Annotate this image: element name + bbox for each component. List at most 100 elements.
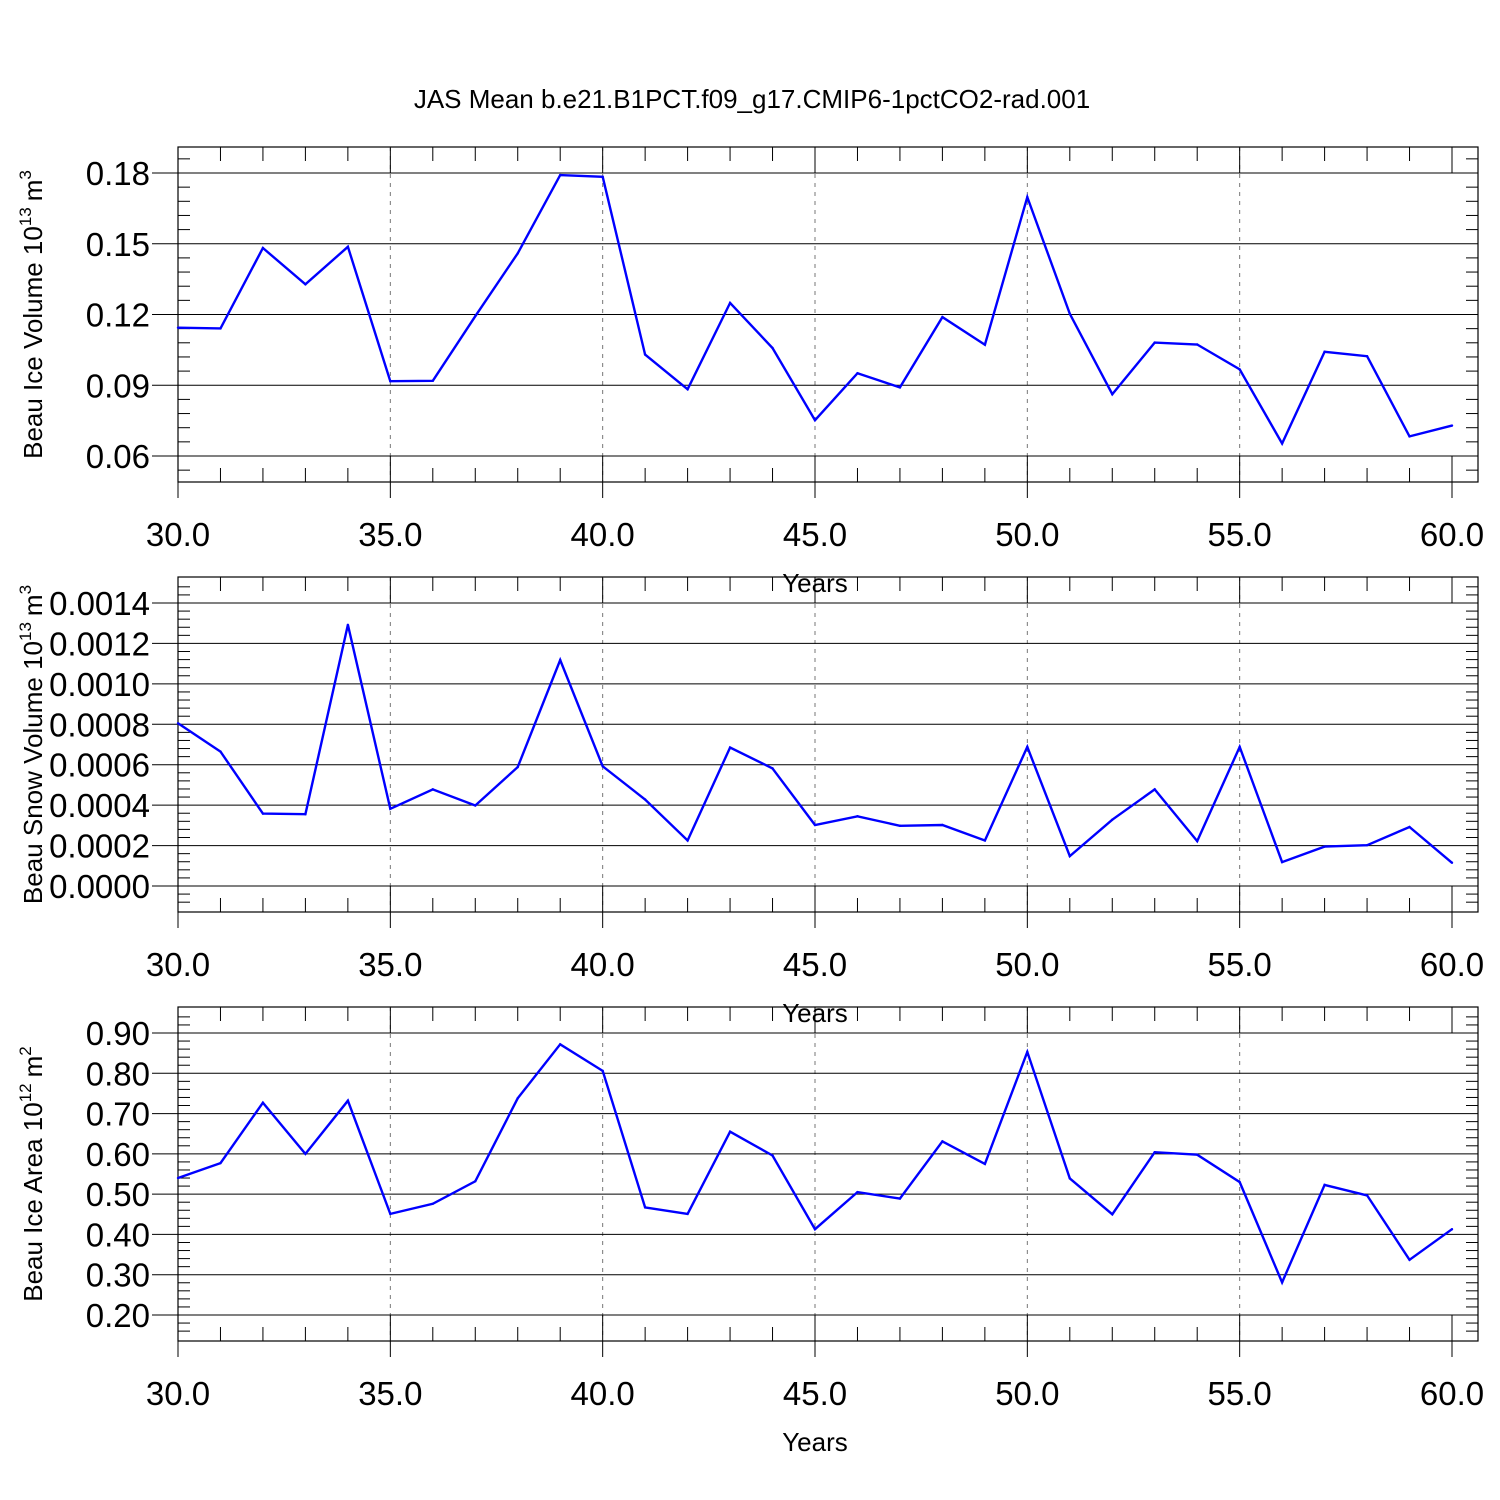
data-point [516, 252, 519, 255]
data-point [1365, 355, 1369, 358]
data-point [686, 839, 689, 842]
y-tick-label: 0.0006 [49, 747, 150, 784]
data-point [431, 379, 434, 382]
y-axis-title-exponent: 13 [16, 622, 35, 641]
data-point [941, 315, 944, 319]
x-tick-label: 30.0 [146, 516, 210, 553]
y-axis-title-unit-exponent: 3 [16, 170, 35, 179]
data-point [1111, 393, 1114, 396]
data-point [601, 765, 604, 768]
data-point [516, 765, 519, 769]
data-point [856, 1190, 859, 1194]
data-point [1153, 341, 1156, 344]
x-tick-label: 35.0 [358, 946, 422, 983]
x-tick-label: 35.0 [358, 1375, 422, 1412]
data-point [728, 1130, 732, 1133]
data-point [728, 301, 732, 305]
main-title: JAS Mean b.e21.B1PCT.f09_g17.CMIP6-1pctC… [414, 84, 1090, 114]
y-axis-title-unit: m [18, 1056, 48, 1078]
data-point [856, 815, 859, 818]
y-tick-label: 0.50 [86, 1176, 150, 1213]
x-tick-label: 40.0 [571, 516, 635, 553]
data-point [1450, 861, 1454, 864]
data-point [1408, 1258, 1411, 1262]
data-point [771, 767, 774, 770]
plot-frame [177, 576, 1479, 913]
x-tick-label: 30.0 [146, 946, 210, 983]
y-tick-label: 0.80 [86, 1055, 150, 1092]
data-point [1280, 860, 1284, 864]
y-axis-title-exponent: 12 [16, 1083, 35, 1102]
data-point [516, 1097, 519, 1100]
data-point [559, 658, 562, 662]
data-point [474, 804, 477, 807]
data-point [1238, 745, 1241, 749]
data-point [1323, 1183, 1326, 1187]
data-point [983, 839, 987, 842]
data-point [389, 380, 392, 383]
data-point [813, 418, 817, 422]
data-point [176, 326, 180, 329]
data-point [686, 1212, 689, 1216]
data-point [898, 386, 902, 389]
data-point [1196, 839, 1199, 843]
data-point [389, 807, 392, 810]
data-point [219, 750, 222, 753]
y-tick-label: 0.18 [86, 155, 150, 192]
y-axis-title: Beau Snow Volume 1013 m3 [16, 585, 48, 904]
data-point [559, 173, 562, 177]
data-point [1068, 312, 1072, 315]
data-point [1196, 343, 1199, 346]
data-point [1196, 1153, 1199, 1156]
data-point [261, 812, 265, 815]
plot-frame [177, 1006, 1479, 1342]
data-point [346, 1099, 350, 1102]
y-tick-label: 0.0004 [49, 787, 150, 824]
x-tick-label: 55.0 [1208, 946, 1272, 983]
x-tick-label: 60.0 [1420, 516, 1484, 553]
data-point [728, 746, 732, 749]
y-tick-label: 0.70 [86, 1096, 150, 1133]
data-point [261, 1101, 265, 1104]
data-point [1238, 1180, 1241, 1184]
data-point [1450, 1227, 1454, 1231]
y-axis-title-unit-exponent: 3 [16, 585, 35, 594]
data-point [813, 1227, 817, 1231]
data-point [1323, 845, 1326, 848]
y-axis-title-unit: m [18, 180, 48, 202]
data-point [304, 813, 307, 816]
data-point [261, 246, 265, 250]
x-tick-label: 50.0 [995, 946, 1059, 983]
data-point [219, 327, 222, 330]
data-point [1026, 745, 1029, 749]
y-tick-label: 0.15 [86, 226, 150, 263]
y-axis-title-exponent: 13 [16, 207, 35, 226]
data-point [1408, 435, 1411, 438]
y-tick-label: 0.90 [86, 1015, 150, 1052]
y-axis-title-text: Beau Ice Volume 10 [18, 226, 48, 459]
data-point [1408, 825, 1411, 829]
panel-3: 0.200.30 0.400.500.600.70 0.800.90 30.0 35.0… [16, 1006, 1484, 1457]
data-point [1238, 368, 1241, 371]
y-axis-title-unit: m [18, 594, 48, 616]
y-tick-label: 0.40 [86, 1216, 150, 1253]
x-axis-title: Years [782, 1427, 848, 1457]
data-point [1068, 854, 1072, 858]
data-point [1153, 788, 1156, 791]
data-point [983, 343, 987, 346]
data-point [1280, 1281, 1284, 1284]
data-point [771, 346, 774, 350]
x-tick-label: 45.0 [783, 946, 847, 983]
y-tick-label: 0.0014 [49, 585, 150, 622]
data-point [474, 1180, 477, 1183]
x-tick-label: 45.0 [783, 1375, 847, 1412]
data-point [771, 1154, 774, 1157]
x-tick-label: 55.0 [1208, 516, 1272, 553]
data-point [176, 1176, 180, 1180]
y-tick-label: 0.06 [86, 438, 150, 475]
data-point [474, 314, 477, 318]
y-axis-title-text: Beau Ice Area 10 [18, 1102, 48, 1301]
data-point [1026, 195, 1029, 199]
